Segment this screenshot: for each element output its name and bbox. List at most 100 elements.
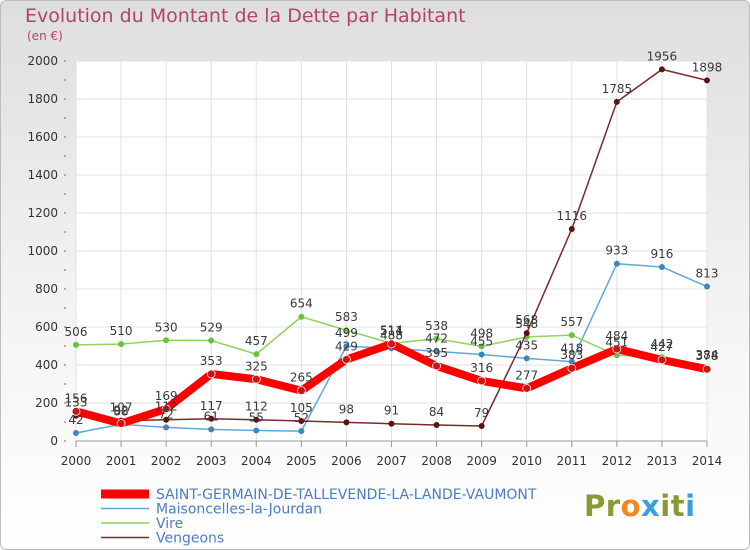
data-label: 499 [335,326,358,340]
data-point [387,339,396,349]
data-label: 378 [696,349,719,363]
y-tick-label: 600 [35,320,58,334]
data-label: 169 [155,389,178,403]
x-tick-label: 2008 [421,454,452,468]
data-label: 79 [474,406,489,420]
data-point [522,383,532,393]
data-label: 511 [380,324,403,338]
data-label: 429 [335,339,358,353]
data-point [208,415,215,422]
data-label: 813 [696,267,719,281]
x-tick-label: 2013 [647,454,678,468]
y-tick-label: 1400 [27,168,58,182]
chart-unit: (en €) [27,29,63,43]
y-tick-label: 400 [35,358,58,372]
data-label: 133 [65,396,88,410]
x-tick-label: 2014 [692,454,723,468]
logo-letter: o [620,489,642,523]
y-tick-label: 1600 [27,130,58,144]
data-label: 1898 [692,60,723,74]
data-point [343,343,350,350]
data-point [298,313,305,320]
data-label: 1785 [602,82,633,96]
data-label: 1956 [647,49,678,63]
data-point [478,351,485,358]
data-point [163,337,170,344]
data-point [657,355,667,365]
data-label: 457 [245,334,268,348]
data-point [658,66,665,73]
legend-label: SAINT-GERMAIN-DE-TALLEVENDE-LA-LANDE-VAU… [156,487,537,503]
data-point [704,283,710,290]
data-point [342,355,351,364]
x-tick-label: 2007 [376,454,407,468]
data-label: 42 [68,413,83,427]
logo-letter: i [660,489,671,523]
data-label: 451 [605,335,628,349]
x-tick-label: 2006 [331,454,362,468]
data-label: 427 [650,340,673,354]
chart-title: Evolution du Montant de la Dette par Hab… [25,5,466,27]
data-point [161,404,171,414]
y-tick-label: 800 [35,282,58,296]
data-point [433,348,440,355]
data-label: 55 [249,411,264,425]
data-label: 654 [290,297,313,311]
data-label: 52 [294,411,309,425]
data-point [567,363,577,373]
data-point [478,343,485,350]
logo-letter: P [584,489,606,523]
x-tick-label: 2010 [511,454,542,468]
x-tick-label: 2002 [151,454,182,468]
data-label: 72 [159,407,174,421]
y-tick-label: 2000 [27,54,58,68]
data-point [612,344,622,354]
x-tick-label: 2001 [106,454,137,468]
x-tick-label: 2004 [241,454,272,468]
data-label: 548 [515,317,538,331]
data-label: 316 [470,361,493,375]
data-point [523,330,530,337]
data-label: 484 [605,329,628,343]
legend-label: Maisoncelles-la-Jourdan [156,502,322,518]
data-label: 88 [113,404,128,418]
data-label: 384 [696,348,719,362]
data-label: 105 [290,401,313,415]
data-point [206,369,216,379]
data-label: 112 [155,400,178,414]
data-point [432,361,441,371]
data-point [433,422,440,429]
data-point [73,341,79,348]
y-tick-label: 0 [50,434,58,448]
data-label: 277 [515,368,538,382]
data-label: 916 [650,247,673,261]
data-point [253,427,260,434]
data-label: 98 [339,402,354,416]
data-point [253,351,260,358]
data-point [118,341,125,348]
data-point [477,376,487,386]
logo-letter: t [670,489,686,523]
data-label: 455 [470,335,493,349]
data-label: 418 [560,342,583,356]
data-label: 472 [425,331,448,345]
data-point [116,419,126,428]
data-point [702,364,712,374]
data-label: 442 [650,337,673,351]
data-label: 530 [155,320,178,334]
data-point [613,260,620,267]
data-point [523,355,530,362]
data-point [163,416,170,423]
data-label: 61 [204,409,219,423]
data-point [658,263,665,270]
data-label: 514 [380,323,403,337]
data-label: 435 [515,338,538,352]
y-tick-label: 1000 [27,244,58,258]
data-label: 933 [605,244,628,258]
data-point [388,420,395,427]
logo-letter: r [605,489,621,523]
data-point [163,424,170,431]
data-label: 529 [200,320,223,334]
data-label: 1116 [557,209,588,223]
